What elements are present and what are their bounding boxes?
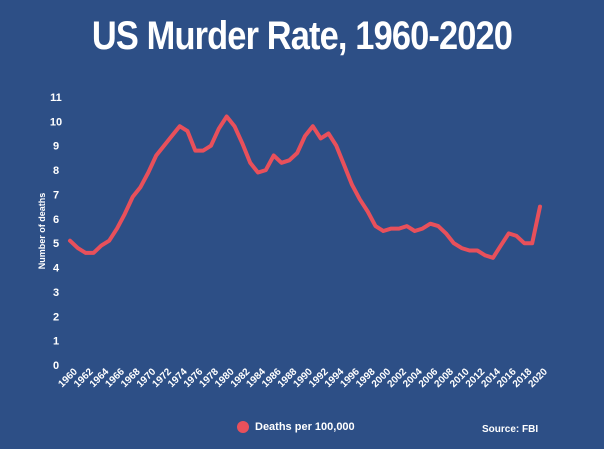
source-note: Source: FBI [482,424,539,435]
y-axis: 0 1 2 3 4 5 6 7 8 9 10 11 [50,92,62,372]
y-tick-label: 4 [53,263,60,275]
y-tick-label: 1 [53,336,59,348]
legend-label: Deaths per 100,000 [255,421,355,433]
legend: Deaths per 100,000 [237,421,355,433]
y-tick-label: 5 [53,238,59,250]
y-axis-label: Number of deaths [37,193,47,270]
chart-title: US Murder Rate, 1960-2020 [91,14,513,58]
y-tick-label: 10 [50,116,62,128]
legend-marker [237,421,249,433]
y-tick-label: 3 [53,287,59,299]
y-tick-label: 9 [53,141,59,153]
x-tick-label: 2020 [526,366,550,390]
series-layer [68,114,542,260]
y-tick-label: 11 [50,92,62,104]
y-tick-label: 8 [53,165,59,177]
series-line-0 [68,114,542,260]
y-tick-label: 6 [53,214,59,226]
y-tick-label: 7 [53,189,59,201]
y-tick-label: 0 [53,360,59,372]
y-tick-label: 2 [53,311,59,323]
x-axis: 1960196219641966196819701972197419761978… [56,366,550,390]
